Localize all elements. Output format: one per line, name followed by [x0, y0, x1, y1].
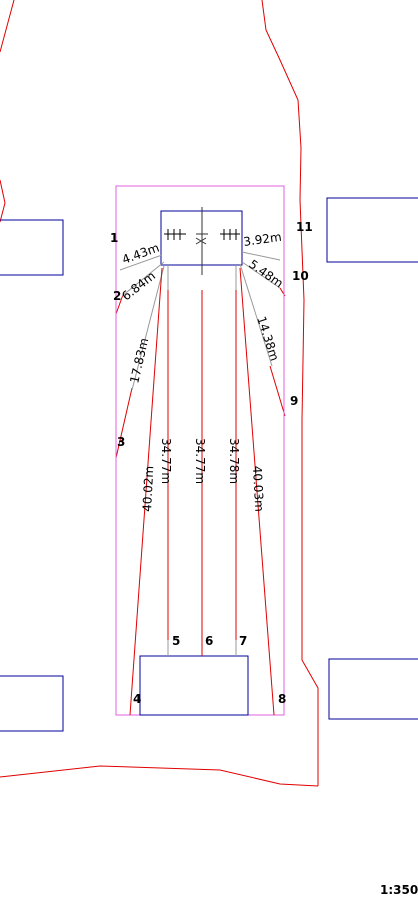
dim-9-label: 14.38m: [254, 315, 282, 363]
point-label-3: 3: [117, 435, 125, 449]
property-boundary: [0, 0, 319, 787]
tick-marks: [164, 229, 240, 240]
boundary-right: [261, 0, 319, 786]
building-bottom-right: [328, 658, 418, 720]
point-label-5: 5: [172, 634, 180, 648]
point-label-1: 1: [110, 231, 118, 245]
measure-lines-red: [129, 267, 275, 716]
point-label-4: 4: [133, 692, 141, 706]
dim-10-label: 5.48m: [246, 257, 286, 291]
point-label-2: 2: [113, 289, 121, 303]
building-bottom-left: [0, 675, 64, 732]
point-label-11: 11: [296, 220, 313, 234]
boundary-left-notch: [0, 179, 6, 223]
dim-4-label: 40.02m: [140, 465, 156, 512]
point-label-6: 6: [205, 634, 213, 648]
boundary-seg-9: [269, 365, 286, 417]
dim-7-label: 34.78m: [227, 438, 241, 484]
scale-label: 1:350: [380, 883, 418, 897]
buildings: [0, 197, 418, 732]
point-label-10: 10: [292, 269, 309, 283]
building-top-left: [0, 219, 64, 276]
dim-8-label: 40.03m: [250, 465, 266, 512]
boundary-seg-3: [115, 387, 133, 459]
point-label-8: 8: [278, 692, 286, 706]
building-bottom-center: [139, 655, 249, 716]
center-marker: [195, 207, 208, 275]
dim-5-label: 34.77m: [159, 438, 173, 484]
dim-3-label: 17.83m: [127, 337, 151, 385]
boundary-bottom: [0, 765, 319, 787]
building-top-right: [326, 197, 418, 263]
boundary-top-left: [0, 0, 15, 53]
point-label-7: 7: [239, 634, 247, 648]
dim-6-label: 34.77m: [193, 438, 207, 484]
dim-2-label: 6.84m: [119, 269, 158, 304]
dim-11-label: 3.92m: [242, 230, 282, 249]
point-label-9: 9: [290, 394, 298, 408]
